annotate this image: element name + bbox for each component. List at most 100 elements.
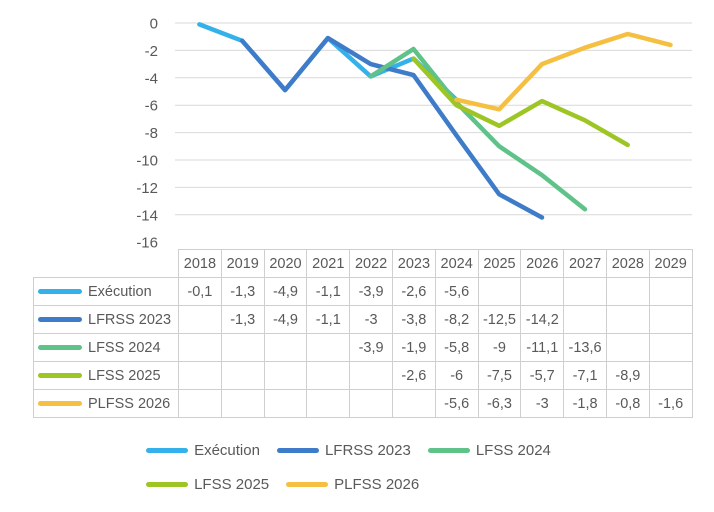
value-cell: -6	[434, 361, 479, 390]
y-axis-tick-label: -4	[145, 70, 158, 87]
legend-row: LFSS 2025 PLFSS 2026	[146, 473, 568, 496]
value-cell	[349, 389, 393, 418]
value-cell: -12,5	[477, 305, 522, 334]
value-cell: -1,9	[391, 333, 436, 362]
y-axis-tick-label: 0	[150, 16, 158, 33]
value-cell	[648, 277, 693, 306]
series-line-lfrss-2023	[239, 35, 545, 220]
year-header-cell: 2023	[391, 249, 436, 278]
value-cell	[220, 389, 265, 418]
value-cell	[648, 361, 693, 390]
value-cell: -9	[477, 333, 522, 362]
value-cell: -7,5	[477, 361, 522, 390]
value-cell: -5,7	[520, 361, 565, 390]
value-cell	[605, 277, 650, 306]
value-cell: -1,3	[220, 277, 265, 306]
y-axis-tick-label: -14	[136, 207, 158, 224]
value-cell	[263, 333, 308, 362]
value-cell: -0,8	[605, 389, 650, 418]
value-cell	[178, 361, 222, 390]
legend-label: LFSS 2025	[194, 476, 270, 493]
legend-swatch-icon	[146, 482, 189, 487]
value-cell: -6,3	[477, 389, 522, 418]
value-cell	[220, 361, 265, 390]
value-cell	[306, 389, 351, 418]
legend-item-plfss-2026: PLFSS 2026	[286, 476, 419, 493]
value-cell	[306, 361, 351, 390]
y-axis-tick-label: -10	[136, 153, 158, 170]
value-cell: -3,9	[349, 277, 393, 306]
legend-label: PLFSS 2026	[334, 476, 420, 493]
y-axis-tick-label: -16	[136, 235, 158, 248]
table-row-execution: Exécution -0,1 -1,3 -4,9 -1,1 -3,9 -2,6 -5,6	[33, 277, 693, 306]
value-cell: -1,3	[220, 305, 265, 334]
value-cell	[391, 389, 436, 418]
chart-legend: Exécution LFRSS 2023 LFSS 2024 LFSS 2025 PLF…	[0, 439, 714, 507]
value-cell	[263, 361, 308, 390]
legend-label: Exécution	[194, 442, 260, 459]
legend-item-lfrss-2023: LFRSS 2023	[276, 442, 411, 459]
value-cell	[648, 333, 693, 362]
legend-row: Exécution LFRSS 2023 LFSS 2024	[146, 439, 568, 462]
series-line-lfss-2024	[368, 46, 588, 212]
table-header-row: 2018 2019 2020 2021 2022 2023 2024 2025 2026 2027…	[34, 249, 693, 278]
value-cell	[178, 389, 222, 418]
legend-item-lfss-2024: LFSS 2024	[427, 442, 551, 459]
year-header-cell: 2028	[605, 249, 650, 278]
legend-item-lfss-2025: LFSS 2025	[146, 476, 269, 493]
series-label-cell: LFSS 2025	[33, 361, 179, 390]
value-cell	[605, 333, 650, 362]
value-cell: -5,6	[434, 277, 479, 306]
table-row-lfss-2025: LFSS 2025 -2,6 -6 -7,5 -5,7 -7,1 -8,9	[33, 361, 693, 390]
data-table: 2018 2019 2020 2021 2022 2023 2024 2025 2026 2027…	[33, 249, 693, 418]
value-cell: -3	[349, 305, 393, 334]
year-header-cell: 2026	[520, 249, 565, 278]
year-header-cell: 2029	[648, 249, 693, 278]
year-header-cell: 2020	[263, 249, 308, 278]
value-cell	[178, 305, 222, 334]
series-label-cell: Exécution	[33, 277, 179, 306]
line-chart: 0 -2 -4 -6 -8 -10 -12 -14 -16	[136, 16, 692, 248]
year-header-cell: 2024	[434, 249, 479, 278]
value-cell	[263, 389, 308, 418]
value-cell: -11,1	[520, 333, 565, 362]
table-corner-cell	[34, 250, 179, 278]
y-axis-tick-label: -12	[136, 180, 158, 197]
legend-label: LFRSS 2023	[324, 442, 411, 459]
table-row-lfss-2024: LFSS 2024 -3,9 -1,9 -5,8 -9 -11,1 -13,6	[33, 333, 693, 362]
value-cell: -4,9	[263, 277, 308, 306]
value-cell: -3,9	[349, 333, 393, 362]
year-header-cell: 2018	[178, 249, 222, 278]
value-cell: -2,6	[391, 277, 436, 306]
value-cell: -14,2	[520, 305, 565, 334]
series-label: LFSS 2025	[88, 367, 161, 384]
chart-legend-rows: Exécution LFRSS 2023 LFSS 2024 LFSS 2025 PLF…	[146, 439, 568, 496]
value-cell: -13,6	[563, 333, 607, 362]
legend-label: LFSS 2024	[475, 442, 551, 459]
value-cell	[563, 305, 607, 334]
year-header-cell: 2027	[563, 249, 607, 278]
series-label: Exécution	[88, 283, 152, 300]
series-label-cell: LFSS 2024	[33, 333, 179, 362]
series-label-cell: LFRSS 2023	[33, 305, 179, 334]
value-cell	[178, 333, 222, 362]
series-line-plfss-2026	[454, 31, 673, 112]
legend-swatch-icon	[146, 448, 189, 453]
value-cell: -1,1	[306, 277, 351, 306]
value-cell: -3,8	[391, 305, 436, 334]
value-cell	[306, 333, 351, 362]
year-header-cell: 2025	[477, 249, 522, 278]
legend-item-execution: Exécution	[146, 442, 260, 459]
legend-swatch-icon	[427, 448, 470, 453]
value-cell	[349, 361, 393, 390]
series-line-lfss-2025	[411, 56, 630, 148]
value-cell: -3	[520, 389, 565, 418]
year-header-cell: 2021	[306, 249, 351, 278]
legend-swatch-icon	[276, 448, 319, 453]
value-cell	[477, 277, 522, 306]
value-cell: -8,2	[434, 305, 479, 334]
value-cell: -8,9	[605, 361, 650, 390]
value-cell: -4,9	[263, 305, 308, 334]
value-cell	[648, 305, 693, 334]
